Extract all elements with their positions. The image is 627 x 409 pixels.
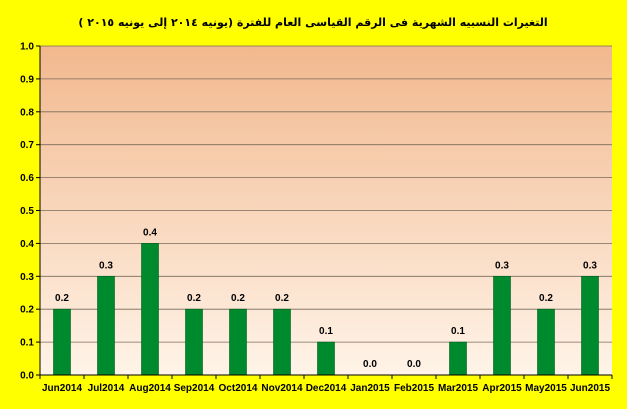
y-tick-label: 0.8 <box>20 107 34 118</box>
data-label-Jun2015: 0.3 <box>583 260 597 271</box>
x-tick-label-Aug2014: Aug2014 <box>129 383 171 394</box>
y-tick-label: 0.6 <box>20 173 34 184</box>
x-tick-label-Jun2014: Jun2014 <box>42 383 82 394</box>
x-tick-label-Dec2014: Dec2014 <box>306 383 347 394</box>
x-tick-label-Sep2014: Sep2014 <box>174 383 215 394</box>
y-axis-ticks: 0.0 0.1 0.2 0.3 0.4 0.5 0.6 0.7 0.8 0.9 1.0 <box>20 42 40 382</box>
y-tick-label: 0.9 <box>20 74 34 85</box>
gridlines <box>40 45 612 343</box>
x-axis-ticks: Jun2014 Jul2014 Aug2014 Sep2014 Oct2014 Nov20… <box>39 375 613 394</box>
data-label-Aug2014: 0.4 <box>143 227 157 238</box>
x-tick-label-Jul2014: Jul2014 <box>88 383 125 394</box>
data-labels: 0.2 0.3 0.4 0.2 0.2 0.2 0.1 0.0 0.0 0.1 0.3 0.2 0.3 <box>55 227 597 370</box>
data-label-Jun2014: 0.2 <box>55 293 69 304</box>
bar-Nov2014 <box>273 308 291 376</box>
data-label-Jan2015: 0.0 <box>363 359 377 370</box>
x-tick-label-Mar2015: Mar2015 <box>438 383 478 394</box>
x-tick-label-Nov2014: Nov2014 <box>261 383 303 394</box>
bar-Jul2014 <box>97 275 115 376</box>
data-label-Nov2014: 0.2 <box>275 293 289 304</box>
bar-Oct2014 <box>229 308 247 376</box>
x-tick-label-Jan2015: Jan2015 <box>350 383 390 394</box>
y-tick-label: 0.4 <box>20 239 34 250</box>
x-tick-label-Feb2015: Feb2015 <box>394 383 434 394</box>
y-tick-label: 0.7 <box>20 140 34 151</box>
x-tick-label-Apr2015: Apr2015 <box>482 383 522 394</box>
bar-Jun2014 <box>53 308 71 376</box>
x-tick-label-May2015: May2015 <box>525 383 567 394</box>
bar-Aug2014 <box>141 243 159 376</box>
bar-May2015 <box>537 308 555 376</box>
bar-Dec2014 <box>317 341 335 376</box>
y-tick-label: 0.1 <box>20 338 34 349</box>
bar-Jun2015 <box>581 275 599 376</box>
data-label-Apr2015: 0.3 <box>495 260 509 271</box>
x-tick-label-Jun2015: Jun2015 <box>570 383 610 394</box>
chart-title: التغيرات النسبيه الشهرية فى الرقم القياس… <box>78 16 547 29</box>
data-label-Mar2015: 0.1 <box>451 326 465 337</box>
y-tick-label: 1.0 <box>20 42 34 53</box>
y-tick-label: 0.0 <box>20 371 34 382</box>
bar-Sep2014 <box>185 308 203 376</box>
y-tick-label: 0.5 <box>20 206 34 217</box>
data-label-May2015: 0.2 <box>539 293 553 304</box>
data-label-Jul2014: 0.3 <box>99 260 113 271</box>
x-tick-label-Oct2014: Oct2014 <box>219 383 258 394</box>
data-label-Feb2015: 0.0 <box>407 359 421 370</box>
data-label-Dec2014: 0.1 <box>319 326 333 337</box>
y-tick-label: 0.3 <box>20 272 34 283</box>
bar-Mar2015 <box>449 341 467 376</box>
data-label-Sep2014: 0.2 <box>187 293 201 304</box>
bar-Apr2015 <box>493 275 511 376</box>
bars <box>53 243 599 376</box>
data-label-Oct2014: 0.2 <box>231 293 245 304</box>
y-tick-label: 0.2 <box>20 305 34 316</box>
